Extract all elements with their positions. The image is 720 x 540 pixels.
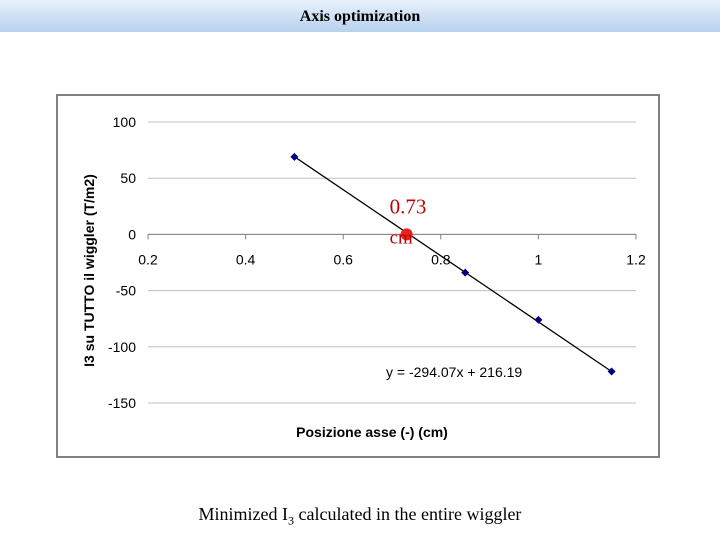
title-bar: Axis optimization (0, 0, 720, 32)
optimum-point (400, 228, 413, 241)
data-point (290, 152, 299, 161)
x-tick-label: 0.4 (236, 251, 256, 267)
y-tick-label: -50 (116, 283, 136, 299)
trendline (294, 156, 612, 373)
slide-title: Axis optimization (299, 8, 421, 25)
caption-suffix: calculated in the entire wiggler (294, 504, 522, 524)
trendline-equation: y = -294.07x + 216.19 (386, 364, 522, 380)
caption-prefix: Minimized I (198, 504, 289, 524)
scatter-chart: 100 50 0 -50 -100 -150 0.2 0.4 0.6 0.8 1 1.2 0.73 cm y… (81, 114, 646, 440)
data-point (607, 367, 616, 376)
x-tick-label: 1.2 (626, 251, 646, 267)
data-point (534, 315, 543, 324)
x-tick-label: 1 (535, 251, 543, 267)
optimum-label: 0.73 (390, 194, 427, 218)
y-tick-label: -100 (108, 339, 136, 355)
x-axis-title: Posizione asse (-) (cm) (296, 424, 448, 440)
x-tick-label: 0.2 (138, 251, 158, 267)
y-tick-label: 50 (120, 170, 136, 186)
data-point (461, 268, 470, 277)
y-tick-label: 0 (128, 226, 136, 242)
slide-caption: Minimized I3 calculated in the entire wi… (0, 504, 720, 529)
y-axis-title: I3 su TUTTO il wiggler (T/m2) (81, 174, 97, 367)
x-tick-label: 0.8 (431, 251, 451, 267)
chart-frame: 100 50 0 -50 -100 -150 0.2 0.4 0.6 0.8 1 1.2 0.73 cm y… (56, 94, 660, 458)
y-tick-label: -150 (108, 395, 136, 411)
y-tick-label: 100 (113, 114, 137, 130)
x-tick-label: 0.6 (333, 251, 353, 267)
caption-subscript: 3 (288, 513, 295, 528)
optimum-unit-label: cm (390, 227, 413, 248)
